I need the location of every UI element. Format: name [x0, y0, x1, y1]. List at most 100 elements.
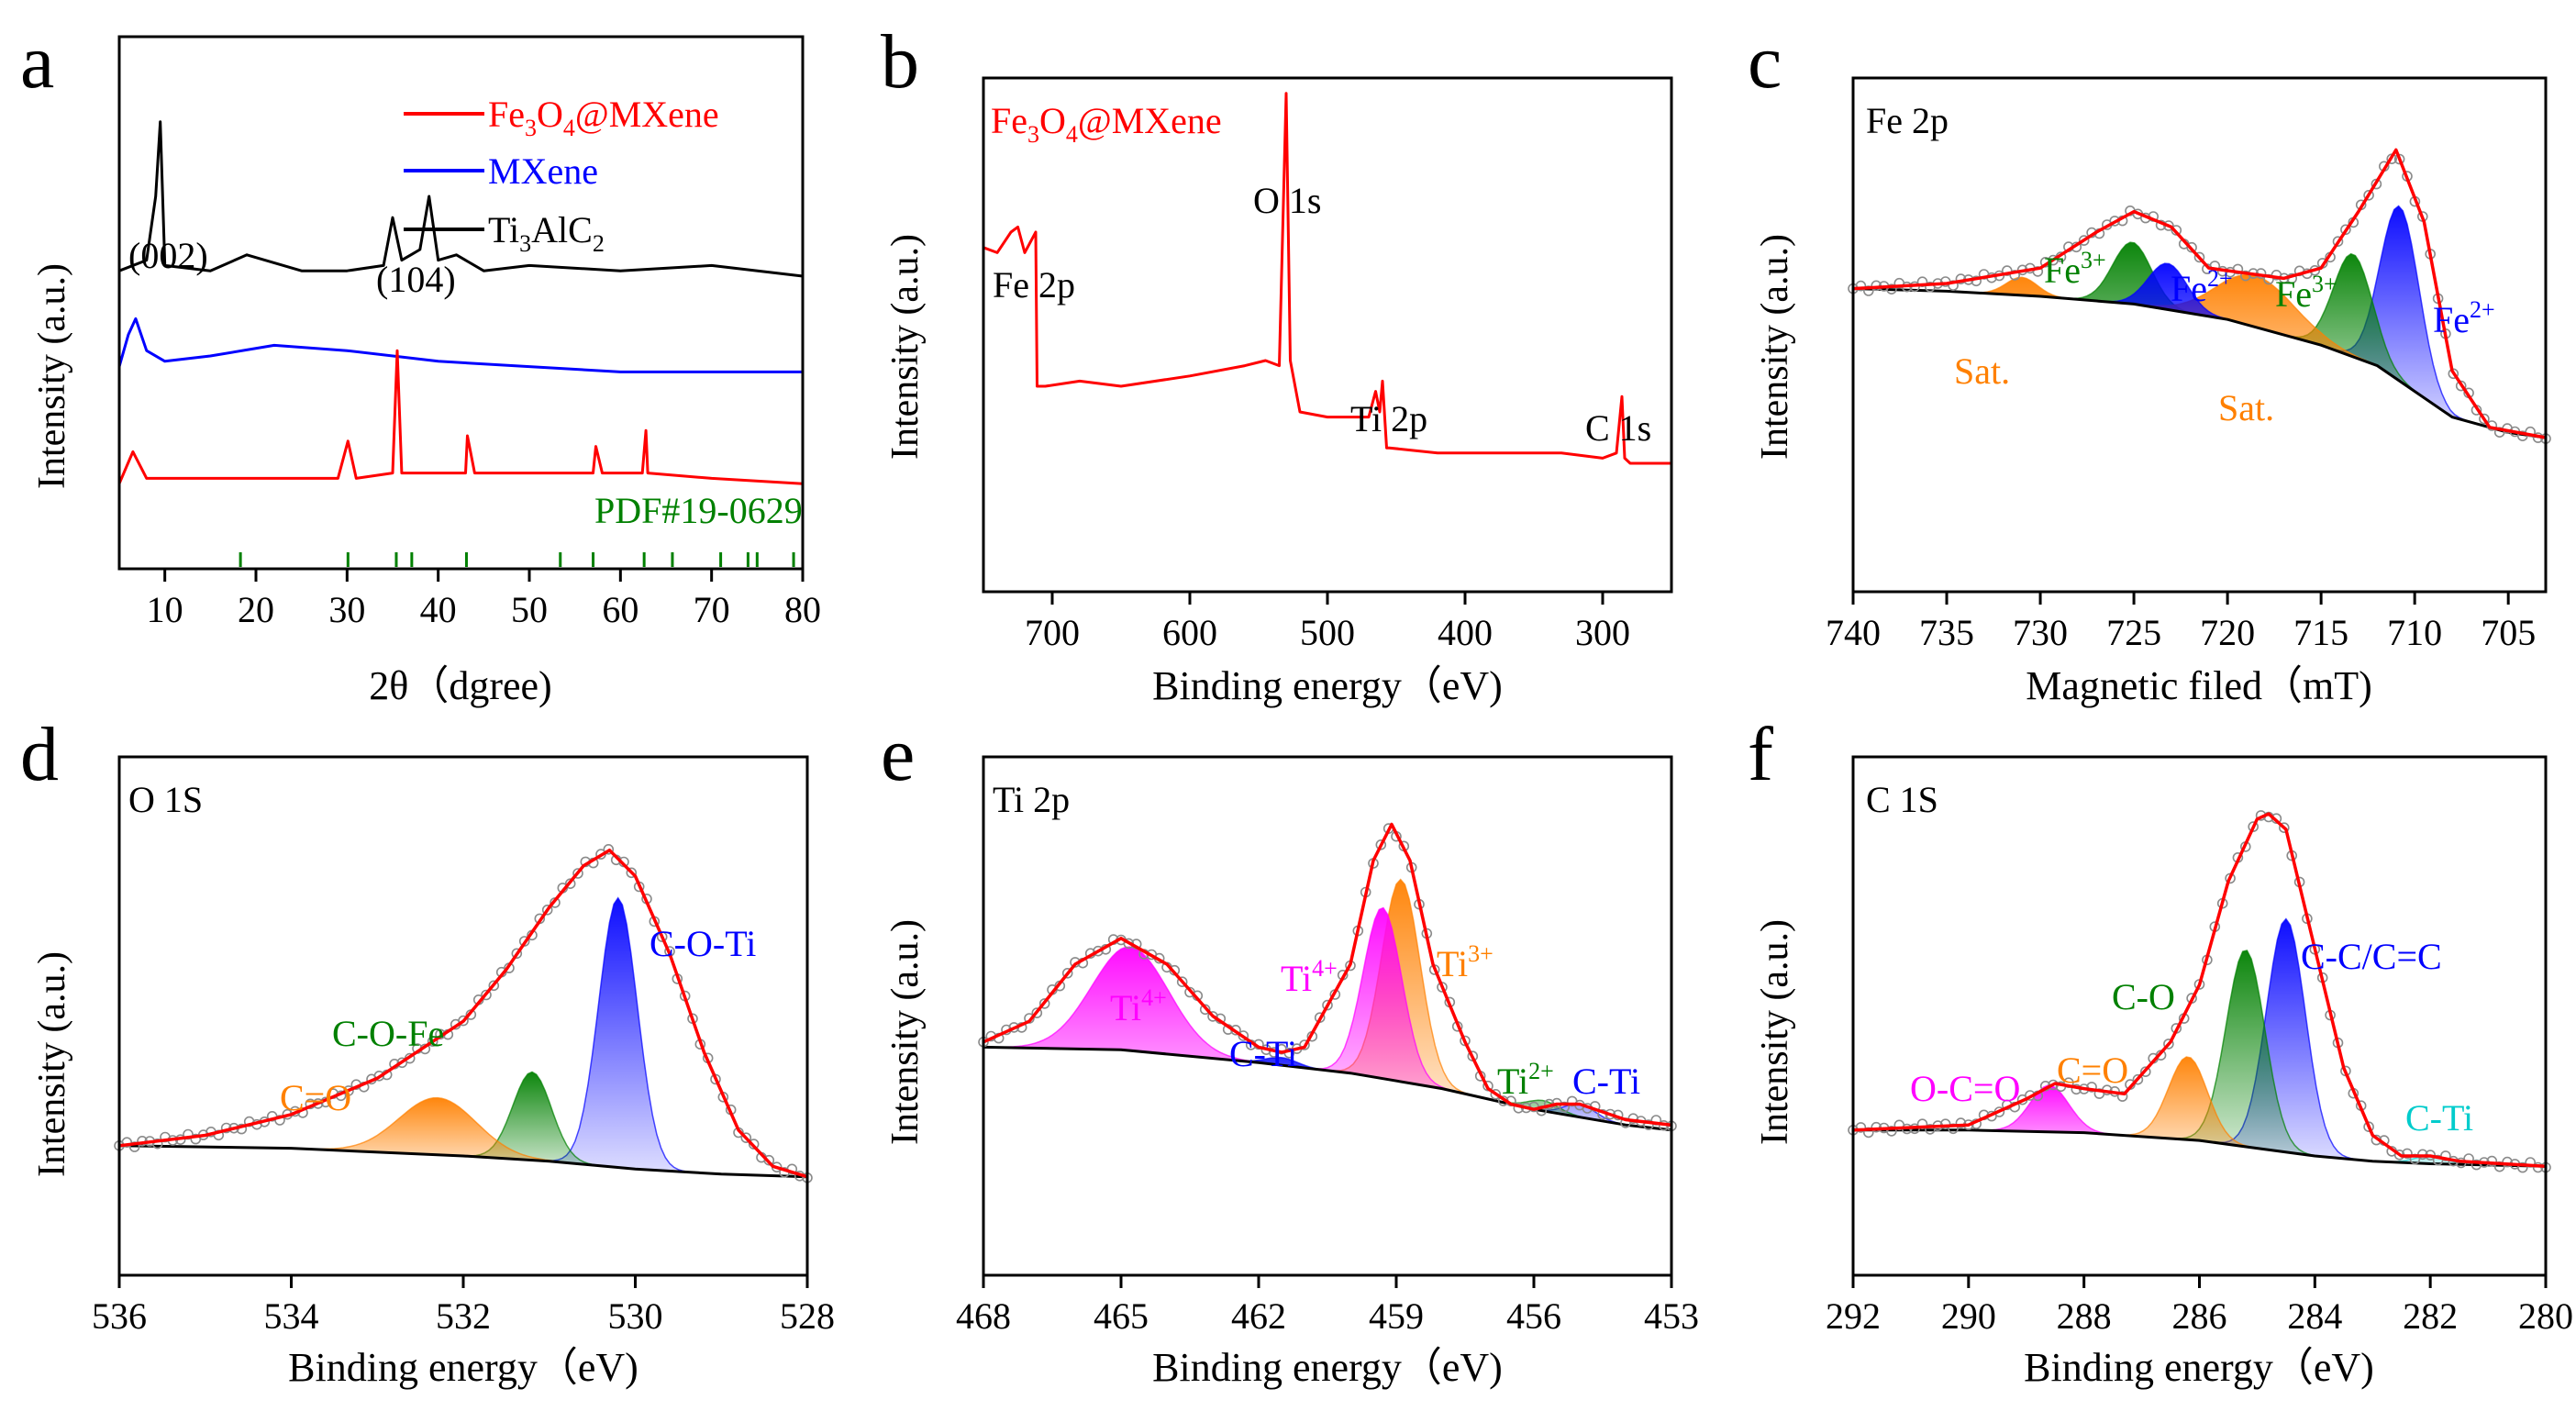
- fit-peak-c-ti-455-: [983, 1046, 1672, 1131]
- x-tick-label: 715: [2293, 612, 2348, 653]
- annotation-fe2p: Fe 2p: [993, 264, 1075, 306]
- plot-area-c: [1848, 148, 2551, 444]
- raw-data-point: [2486, 1155, 2498, 1167]
- plot-area-a: [117, 120, 804, 567]
- x-tick-label: 528: [780, 1295, 835, 1337]
- panel-c: c Intensity (a.u.) 740 735 730 725 720 715 710…: [1748, 19, 2551, 708]
- raw-data-point: [1643, 1119, 1654, 1130]
- label-c-eq-o-f: C=O: [2057, 1050, 2128, 1091]
- raw-data-point: [2440, 1150, 2451, 1161]
- x-tick-label: 10: [147, 589, 183, 630]
- raw-data-point: [1886, 283, 1897, 295]
- raw-data-point: [1176, 976, 1188, 987]
- x-tick-label: 30: [328, 589, 365, 630]
- annotation-c1s: C 1s: [1585, 407, 1651, 449]
- panel-c-title: Fe 2p: [1866, 100, 1949, 141]
- x-tick-label: 50: [511, 589, 548, 630]
- x-tick-label: 284: [2287, 1295, 2342, 1337]
- raw-data-point: [1971, 275, 1982, 287]
- x-tick-label: 282: [2403, 1295, 2458, 1337]
- raw-data-point: [2193, 251, 2205, 263]
- panel-letter-f: f: [1748, 712, 1773, 797]
- x-tick-label: 536: [92, 1295, 147, 1337]
- raw-data-point: [274, 1115, 285, 1126]
- series-line-mxene: [117, 317, 803, 373]
- panel-e-xlabel: Binding energy（eV): [1152, 1345, 1503, 1390]
- raw-data-point: [481, 989, 492, 1001]
- panel-c-frame: [1851, 76, 2548, 594]
- label-ti4plus-1: Ti4+: [1110, 984, 1167, 1028]
- raw-data-point: [2279, 822, 2290, 834]
- x-tick-label: 40: [420, 589, 457, 630]
- annotation-pdf: PDF#19-0629: [594, 490, 803, 531]
- raw-data-point: [427, 1036, 439, 1047]
- panel-letter-d: d: [20, 712, 59, 797]
- panel-e-ylabel: Intensity (a.u.): [884, 919, 927, 1145]
- raw-data-point: [2363, 190, 2374, 201]
- x-tick-label: 500: [1300, 612, 1355, 653]
- raw-data-point: [2332, 236, 2344, 248]
- raw-data-point: [2163, 220, 2174, 231]
- x-tick-label: 456: [1506, 1295, 1561, 1337]
- raw-data-point: [2116, 1091, 2128, 1102]
- background-baseline: [983, 1045, 1672, 1132]
- raw-data-point: [1061, 968, 1073, 979]
- label-c-ti-1: C-Ti: [1229, 1033, 1297, 1074]
- x-tick-label: 20: [238, 589, 274, 630]
- label-c-ti-2: C-Ti: [1572, 1061, 1640, 1102]
- raw-data-point: [2402, 1148, 2413, 1160]
- legend-label-fe3o4: Fe3O4@MXene: [488, 94, 719, 141]
- x-tick-label: 462: [1231, 1295, 1286, 1337]
- raw-data-point: [396, 1057, 408, 1069]
- panel-e: e Intensity (a.u.) 468 465 462 459 456 453 Bi…: [881, 712, 1699, 1390]
- background-baseline: [118, 1144, 808, 1179]
- x-ticks-b: 700 600 500 400 300: [1025, 592, 1630, 653]
- raw-data-point: [1207, 1011, 1218, 1022]
- raw-data-point: [2232, 263, 2244, 275]
- legend-a: Fe3O4@MXene MXene Ti3AlC2: [404, 94, 719, 257]
- label-fe2plus-1: Fe2+: [2171, 265, 2233, 309]
- x-tick-label: 468: [956, 1295, 1011, 1337]
- label-cc-c-eq-c: C-C/C=C: [2301, 936, 2442, 977]
- panel-a-frame: [117, 35, 805, 571]
- x-tick-label: 705: [2481, 612, 2536, 653]
- raw-data-point: [1299, 1039, 1310, 1050]
- series-line-fe3o4-mxene: [117, 349, 804, 485]
- raw-data-point: [564, 878, 576, 890]
- raw-data-point: [1855, 1122, 1867, 1133]
- panel-f-xlabel: Binding energy（eV): [2024, 1345, 2374, 1390]
- panel-b-title: Fe3O4@MXene: [991, 100, 1222, 148]
- raw-data-point: [2009, 270, 2020, 281]
- label-sat-2: Sat.: [2218, 387, 2274, 428]
- raw-data-point: [603, 843, 615, 855]
- panel-b: b Intensity (a.u.) 700 600 500 400 300 Bindi…: [881, 19, 1673, 708]
- plot-area-b: [983, 92, 1671, 465]
- x-tick-label: 453: [1644, 1295, 1699, 1337]
- panel-letter-b: b: [881, 19, 919, 105]
- raw-data-point: [121, 1137, 133, 1148]
- panel-e-frame: [982, 755, 1673, 1277]
- raw-data-point: [1093, 945, 1104, 957]
- raw-data-point: [2171, 225, 2182, 236]
- label-sat-1: Sat.: [1954, 350, 2010, 392]
- panel-b-xlabel: Binding energy（eV): [1152, 663, 1503, 708]
- panel-d-title: O 1S: [128, 779, 203, 820]
- label-c-ti-f: C-Ti: [2405, 1097, 2473, 1139]
- x-ticks-d: 536 534 532 530 528: [92, 1275, 835, 1337]
- x-tick-label: 740: [1826, 612, 1881, 653]
- fit-peak-ti2-455-8-: [983, 1046, 1672, 1131]
- panel-letter-c: c: [1748, 19, 1782, 105]
- raw-data-point: [1375, 839, 1387, 850]
- raw-data-point: [2086, 1082, 2097, 1093]
- raw-data-point: [488, 980, 500, 992]
- panel-a: a Intensity (a.u.) 10 20 30 40 50 60 70 80 2θ（d…: [20, 19, 821, 708]
- panel-d-xlabel: Binding energy（eV): [288, 1345, 638, 1390]
- raw-data-point: [1238, 1030, 1249, 1041]
- raw-data-point: [2209, 261, 2221, 272]
- panel-letter-a: a: [20, 19, 54, 105]
- x-tick-label: 70: [694, 589, 730, 630]
- raw-data-point: [740, 1132, 752, 1143]
- panel-f: f Intensity (a.u.) 292 290 288 286 284 282 280…: [1748, 712, 2573, 1390]
- panel-a-xlabel: 2θ（dgree): [369, 663, 551, 708]
